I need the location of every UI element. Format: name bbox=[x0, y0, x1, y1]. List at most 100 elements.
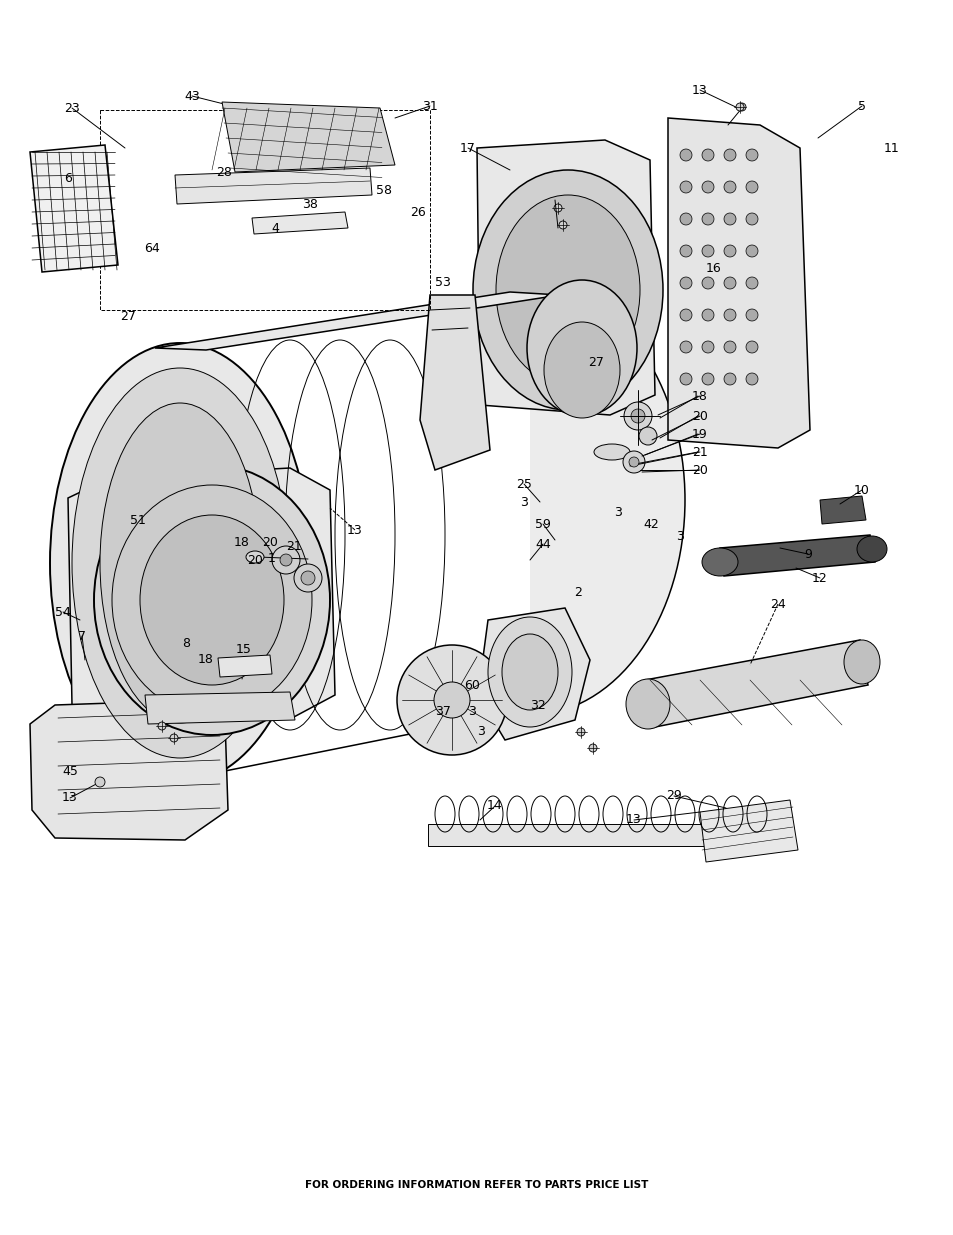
Polygon shape bbox=[476, 140, 655, 415]
Circle shape bbox=[745, 245, 758, 257]
Text: 43: 43 bbox=[184, 89, 200, 103]
Polygon shape bbox=[820, 496, 865, 524]
Text: 8: 8 bbox=[182, 637, 190, 651]
Text: 19: 19 bbox=[691, 427, 707, 441]
Ellipse shape bbox=[434, 682, 470, 718]
Circle shape bbox=[272, 546, 299, 574]
Text: 9: 9 bbox=[803, 547, 811, 561]
Circle shape bbox=[723, 245, 735, 257]
Text: 3: 3 bbox=[476, 725, 484, 739]
Text: 24: 24 bbox=[769, 598, 785, 610]
Circle shape bbox=[701, 245, 713, 257]
Text: 21: 21 bbox=[691, 446, 707, 458]
Text: 4: 4 bbox=[271, 221, 278, 235]
Circle shape bbox=[294, 564, 322, 592]
Text: 16: 16 bbox=[705, 262, 721, 274]
Bar bbox=[428, 824, 758, 846]
Ellipse shape bbox=[594, 445, 629, 459]
Circle shape bbox=[723, 212, 735, 225]
Polygon shape bbox=[477, 608, 589, 740]
Circle shape bbox=[280, 555, 292, 566]
Text: 20: 20 bbox=[262, 536, 277, 548]
Text: 3: 3 bbox=[614, 505, 621, 519]
Text: 5: 5 bbox=[857, 100, 865, 112]
Circle shape bbox=[588, 743, 597, 752]
Ellipse shape bbox=[501, 634, 558, 710]
Text: 31: 31 bbox=[421, 100, 437, 112]
Circle shape bbox=[701, 212, 713, 225]
Circle shape bbox=[745, 277, 758, 289]
Text: 6: 6 bbox=[64, 172, 71, 184]
Polygon shape bbox=[174, 168, 372, 204]
Ellipse shape bbox=[543, 322, 619, 417]
Text: 13: 13 bbox=[347, 524, 362, 536]
Text: 58: 58 bbox=[375, 184, 392, 196]
Circle shape bbox=[679, 341, 691, 353]
Text: 25: 25 bbox=[516, 478, 532, 490]
Polygon shape bbox=[419, 295, 490, 471]
Circle shape bbox=[301, 571, 314, 585]
Circle shape bbox=[679, 277, 691, 289]
Ellipse shape bbox=[396, 645, 506, 755]
Text: 20: 20 bbox=[247, 553, 263, 567]
Text: 51: 51 bbox=[130, 514, 146, 526]
Text: 10: 10 bbox=[853, 483, 869, 496]
Circle shape bbox=[679, 182, 691, 193]
Text: 42: 42 bbox=[642, 517, 659, 531]
Text: 11: 11 bbox=[883, 142, 899, 154]
Text: 28: 28 bbox=[215, 165, 232, 179]
Text: 13: 13 bbox=[691, 84, 707, 96]
Text: 45: 45 bbox=[62, 766, 78, 778]
Text: 12: 12 bbox=[811, 572, 827, 584]
Text: 20: 20 bbox=[691, 463, 707, 477]
Text: 54: 54 bbox=[55, 605, 71, 619]
Circle shape bbox=[723, 149, 735, 161]
Circle shape bbox=[639, 427, 657, 445]
Circle shape bbox=[630, 409, 644, 424]
Text: 18: 18 bbox=[691, 389, 707, 403]
Circle shape bbox=[623, 403, 651, 430]
Circle shape bbox=[701, 277, 713, 289]
Circle shape bbox=[701, 373, 713, 385]
Text: FOR ORDERING INFORMATION REFER TO PARTS PRICE LIST: FOR ORDERING INFORMATION REFER TO PARTS … bbox=[305, 1179, 648, 1191]
Polygon shape bbox=[30, 700, 228, 840]
Circle shape bbox=[679, 149, 691, 161]
Text: 27: 27 bbox=[120, 310, 135, 322]
Ellipse shape bbox=[625, 679, 669, 729]
Polygon shape bbox=[180, 290, 530, 781]
Text: 32: 32 bbox=[530, 699, 545, 713]
Circle shape bbox=[745, 373, 758, 385]
Circle shape bbox=[679, 245, 691, 257]
Polygon shape bbox=[252, 212, 348, 233]
Circle shape bbox=[735, 103, 743, 111]
Circle shape bbox=[723, 341, 735, 353]
Circle shape bbox=[158, 722, 166, 730]
Polygon shape bbox=[154, 291, 559, 350]
Text: 18: 18 bbox=[198, 653, 213, 667]
Circle shape bbox=[95, 777, 105, 787]
Text: 3: 3 bbox=[519, 495, 527, 509]
Polygon shape bbox=[218, 655, 272, 677]
Ellipse shape bbox=[488, 618, 572, 727]
Polygon shape bbox=[720, 535, 874, 576]
Text: 17: 17 bbox=[459, 142, 476, 154]
Ellipse shape bbox=[526, 280, 637, 416]
Polygon shape bbox=[30, 144, 118, 272]
Polygon shape bbox=[222, 103, 395, 172]
Ellipse shape bbox=[94, 466, 330, 735]
Polygon shape bbox=[667, 119, 809, 448]
Circle shape bbox=[701, 341, 713, 353]
Circle shape bbox=[723, 277, 735, 289]
Text: 13: 13 bbox=[62, 792, 78, 804]
Text: 15: 15 bbox=[235, 643, 252, 657]
Text: 37: 37 bbox=[435, 705, 451, 719]
Circle shape bbox=[745, 341, 758, 353]
Circle shape bbox=[723, 309, 735, 321]
Circle shape bbox=[745, 309, 758, 321]
Text: 14: 14 bbox=[487, 799, 502, 813]
Circle shape bbox=[723, 182, 735, 193]
Text: 53: 53 bbox=[435, 275, 451, 289]
Text: 7: 7 bbox=[78, 630, 86, 642]
Circle shape bbox=[738, 103, 745, 111]
Text: 1: 1 bbox=[268, 552, 275, 564]
